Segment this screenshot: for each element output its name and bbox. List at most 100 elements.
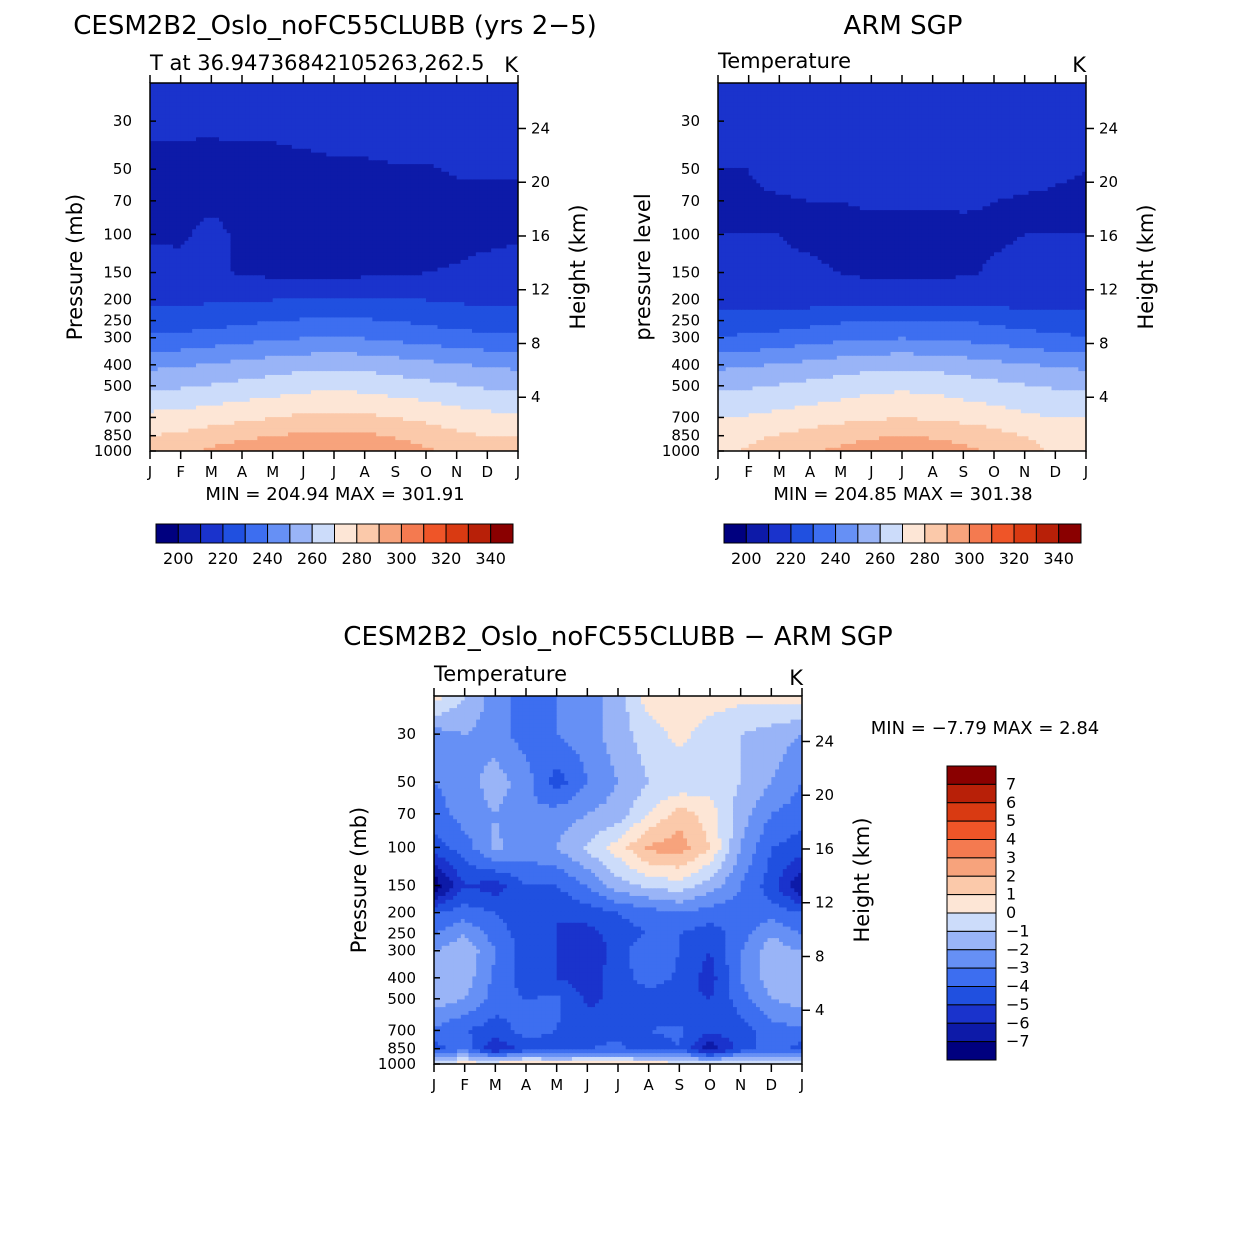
contour-cell (464, 286, 469, 291)
contour-cell (353, 286, 358, 291)
contour-cell (153, 362, 159, 368)
contour-cell (414, 420, 419, 425)
contour-cell (284, 424, 289, 429)
contour-cell (165, 378, 170, 383)
contour-cell (165, 366, 170, 372)
contour-cell (238, 393, 243, 398)
contour-cell (230, 412, 235, 418)
contour-cell (196, 374, 201, 379)
contour-cell (150, 420, 155, 425)
contour-cell (387, 428, 393, 433)
contour-cell (445, 447, 450, 451)
contour-cell (268, 382, 274, 387)
contour-cell (173, 293, 178, 299)
contour-cell (196, 435, 201, 441)
contour-cell (199, 343, 205, 349)
contour-cell (222, 343, 228, 349)
contour-cell (345, 378, 350, 383)
contour-cell (445, 270, 450, 276)
contour-cell (242, 420, 247, 425)
contour-cell (169, 293, 174, 299)
contour-cell (495, 385, 500, 391)
contour-cell (196, 343, 201, 349)
contour-cell (234, 362, 239, 368)
contour-cell (387, 370, 393, 375)
contour-cell (284, 435, 289, 441)
contour-cell (479, 343, 485, 349)
contour-cell (211, 267, 216, 272)
contour-cell (203, 251, 209, 257)
contour-cell (414, 382, 419, 387)
contour-cell (502, 251, 508, 257)
contour-cell (487, 263, 492, 268)
contour-cell (487, 332, 492, 337)
contour-cell (173, 255, 178, 260)
contour-cell (157, 420, 163, 425)
contour-cell (303, 251, 308, 257)
contour-cell (406, 359, 412, 364)
contour-cell (345, 424, 350, 429)
contour-cell (464, 347, 469, 352)
contour-cell (184, 389, 189, 395)
contour-cell (475, 316, 481, 322)
contour-cell (249, 328, 255, 333)
contour-cell (219, 270, 224, 276)
contour-cell (211, 431, 216, 437)
contour-cell (311, 324, 316, 329)
contour-cell (514, 297, 518, 303)
contour-cell (257, 270, 262, 276)
contour-cell (391, 378, 396, 383)
contour-cell (510, 408, 515, 414)
contour-cell (299, 328, 304, 333)
contour-cell (261, 378, 266, 383)
contour-cell (406, 309, 412, 314)
contour-cell (288, 412, 293, 418)
contour-cell (249, 424, 255, 429)
contour-cell (249, 343, 255, 349)
contour-cell (238, 416, 243, 421)
contour-cell (410, 385, 416, 391)
contour-cell (426, 408, 431, 414)
contour-cell (487, 320, 492, 326)
contour-cell (468, 328, 473, 333)
contour-cell (426, 424, 431, 429)
contour-cell (307, 343, 312, 349)
contour-cell (387, 401, 393, 406)
contour-cell (196, 270, 201, 276)
contour-cell (161, 316, 166, 322)
contour-cell (322, 263, 327, 268)
contour-cell (380, 355, 385, 360)
contour-cell (222, 251, 228, 257)
contour-cell (460, 267, 465, 272)
contour-cell (452, 393, 458, 398)
contour-cell (314, 385, 320, 391)
contour-cell (203, 328, 209, 333)
contour-cell (510, 416, 515, 421)
contour-cell (345, 408, 350, 414)
contour-cell (311, 305, 316, 310)
contour-cell (295, 389, 301, 395)
contour-cell (226, 313, 232, 318)
contour-cell (345, 439, 350, 444)
contour-cell (222, 405, 228, 410)
contour-cell (472, 374, 477, 379)
contour-cell (242, 378, 247, 383)
contour-cell (173, 382, 178, 387)
contour-cell (261, 389, 266, 395)
contour-cell (479, 397, 485, 402)
contour-cell (249, 362, 255, 368)
contour-cell (245, 270, 251, 276)
contour-cell (276, 309, 281, 314)
contour-cell (429, 332, 435, 337)
contour-cell (272, 393, 278, 398)
contour-cell (345, 343, 350, 349)
contour-cell (426, 293, 431, 299)
contour-cell (276, 320, 281, 326)
contour-cell (150, 320, 155, 326)
contour-cell (188, 431, 193, 437)
contour-cell (502, 378, 508, 383)
contour-cell (426, 420, 431, 425)
contour-cell (265, 412, 270, 418)
contour-cell (211, 274, 216, 280)
contour-cell (199, 370, 205, 375)
